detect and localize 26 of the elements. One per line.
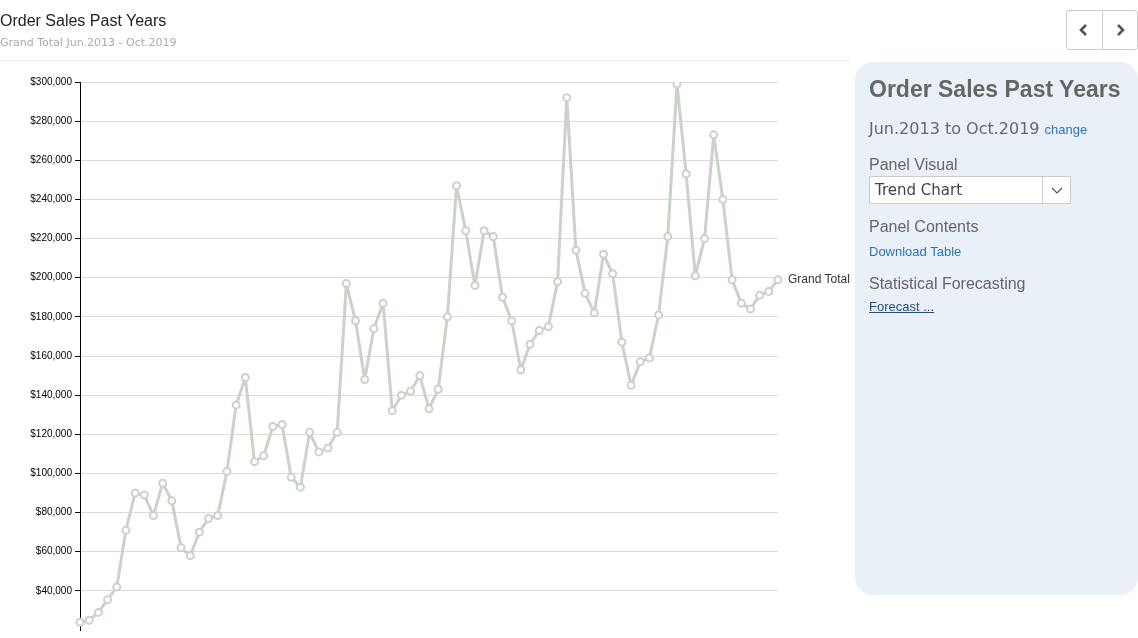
text: Statistical Forecasting xyxy=(869,275,1027,293)
text: Jun.2013 to Oct.2019 xyxy=(869,119,1040,138)
y-tick-label: $40,000 xyxy=(35,584,73,596)
text: Trend Chart xyxy=(874,181,964,199)
y-tick-label: $260,000 xyxy=(30,154,73,166)
text: Panel Visual xyxy=(869,156,959,174)
text: change xyxy=(1044,122,1088,137)
text: Forecast ... xyxy=(869,299,936,314)
y-tick-label: $120,000 xyxy=(30,428,73,440)
y-tick-label: $180,000 xyxy=(30,310,73,322)
y-tick-label: $100,000 xyxy=(30,467,73,479)
y-tick-label: $60,000 xyxy=(35,545,73,557)
series-label: Grand Total xyxy=(788,271,850,286)
y-tick-label: $140,000 xyxy=(30,388,73,400)
chart-title: Order Sales Past Years xyxy=(0,12,167,30)
y-tick-label: $200,000 xyxy=(30,271,73,283)
y-tick-label: $80,000 xyxy=(35,506,73,518)
y-tick-label: $160,000 xyxy=(30,349,73,361)
text: Panel Contents xyxy=(869,218,980,236)
text: Order Sales Past Years xyxy=(869,76,1122,103)
y-tick-label: $220,000 xyxy=(30,232,73,244)
chart-subtitle: Grand Total Jun.2013 - Oct.2019 xyxy=(0,36,177,49)
y-tick-label: $300,000 xyxy=(30,75,73,87)
y-tick-label: $240,000 xyxy=(30,193,73,205)
text: Download Table xyxy=(869,244,963,259)
y-tick-label: $280,000 xyxy=(30,114,73,126)
